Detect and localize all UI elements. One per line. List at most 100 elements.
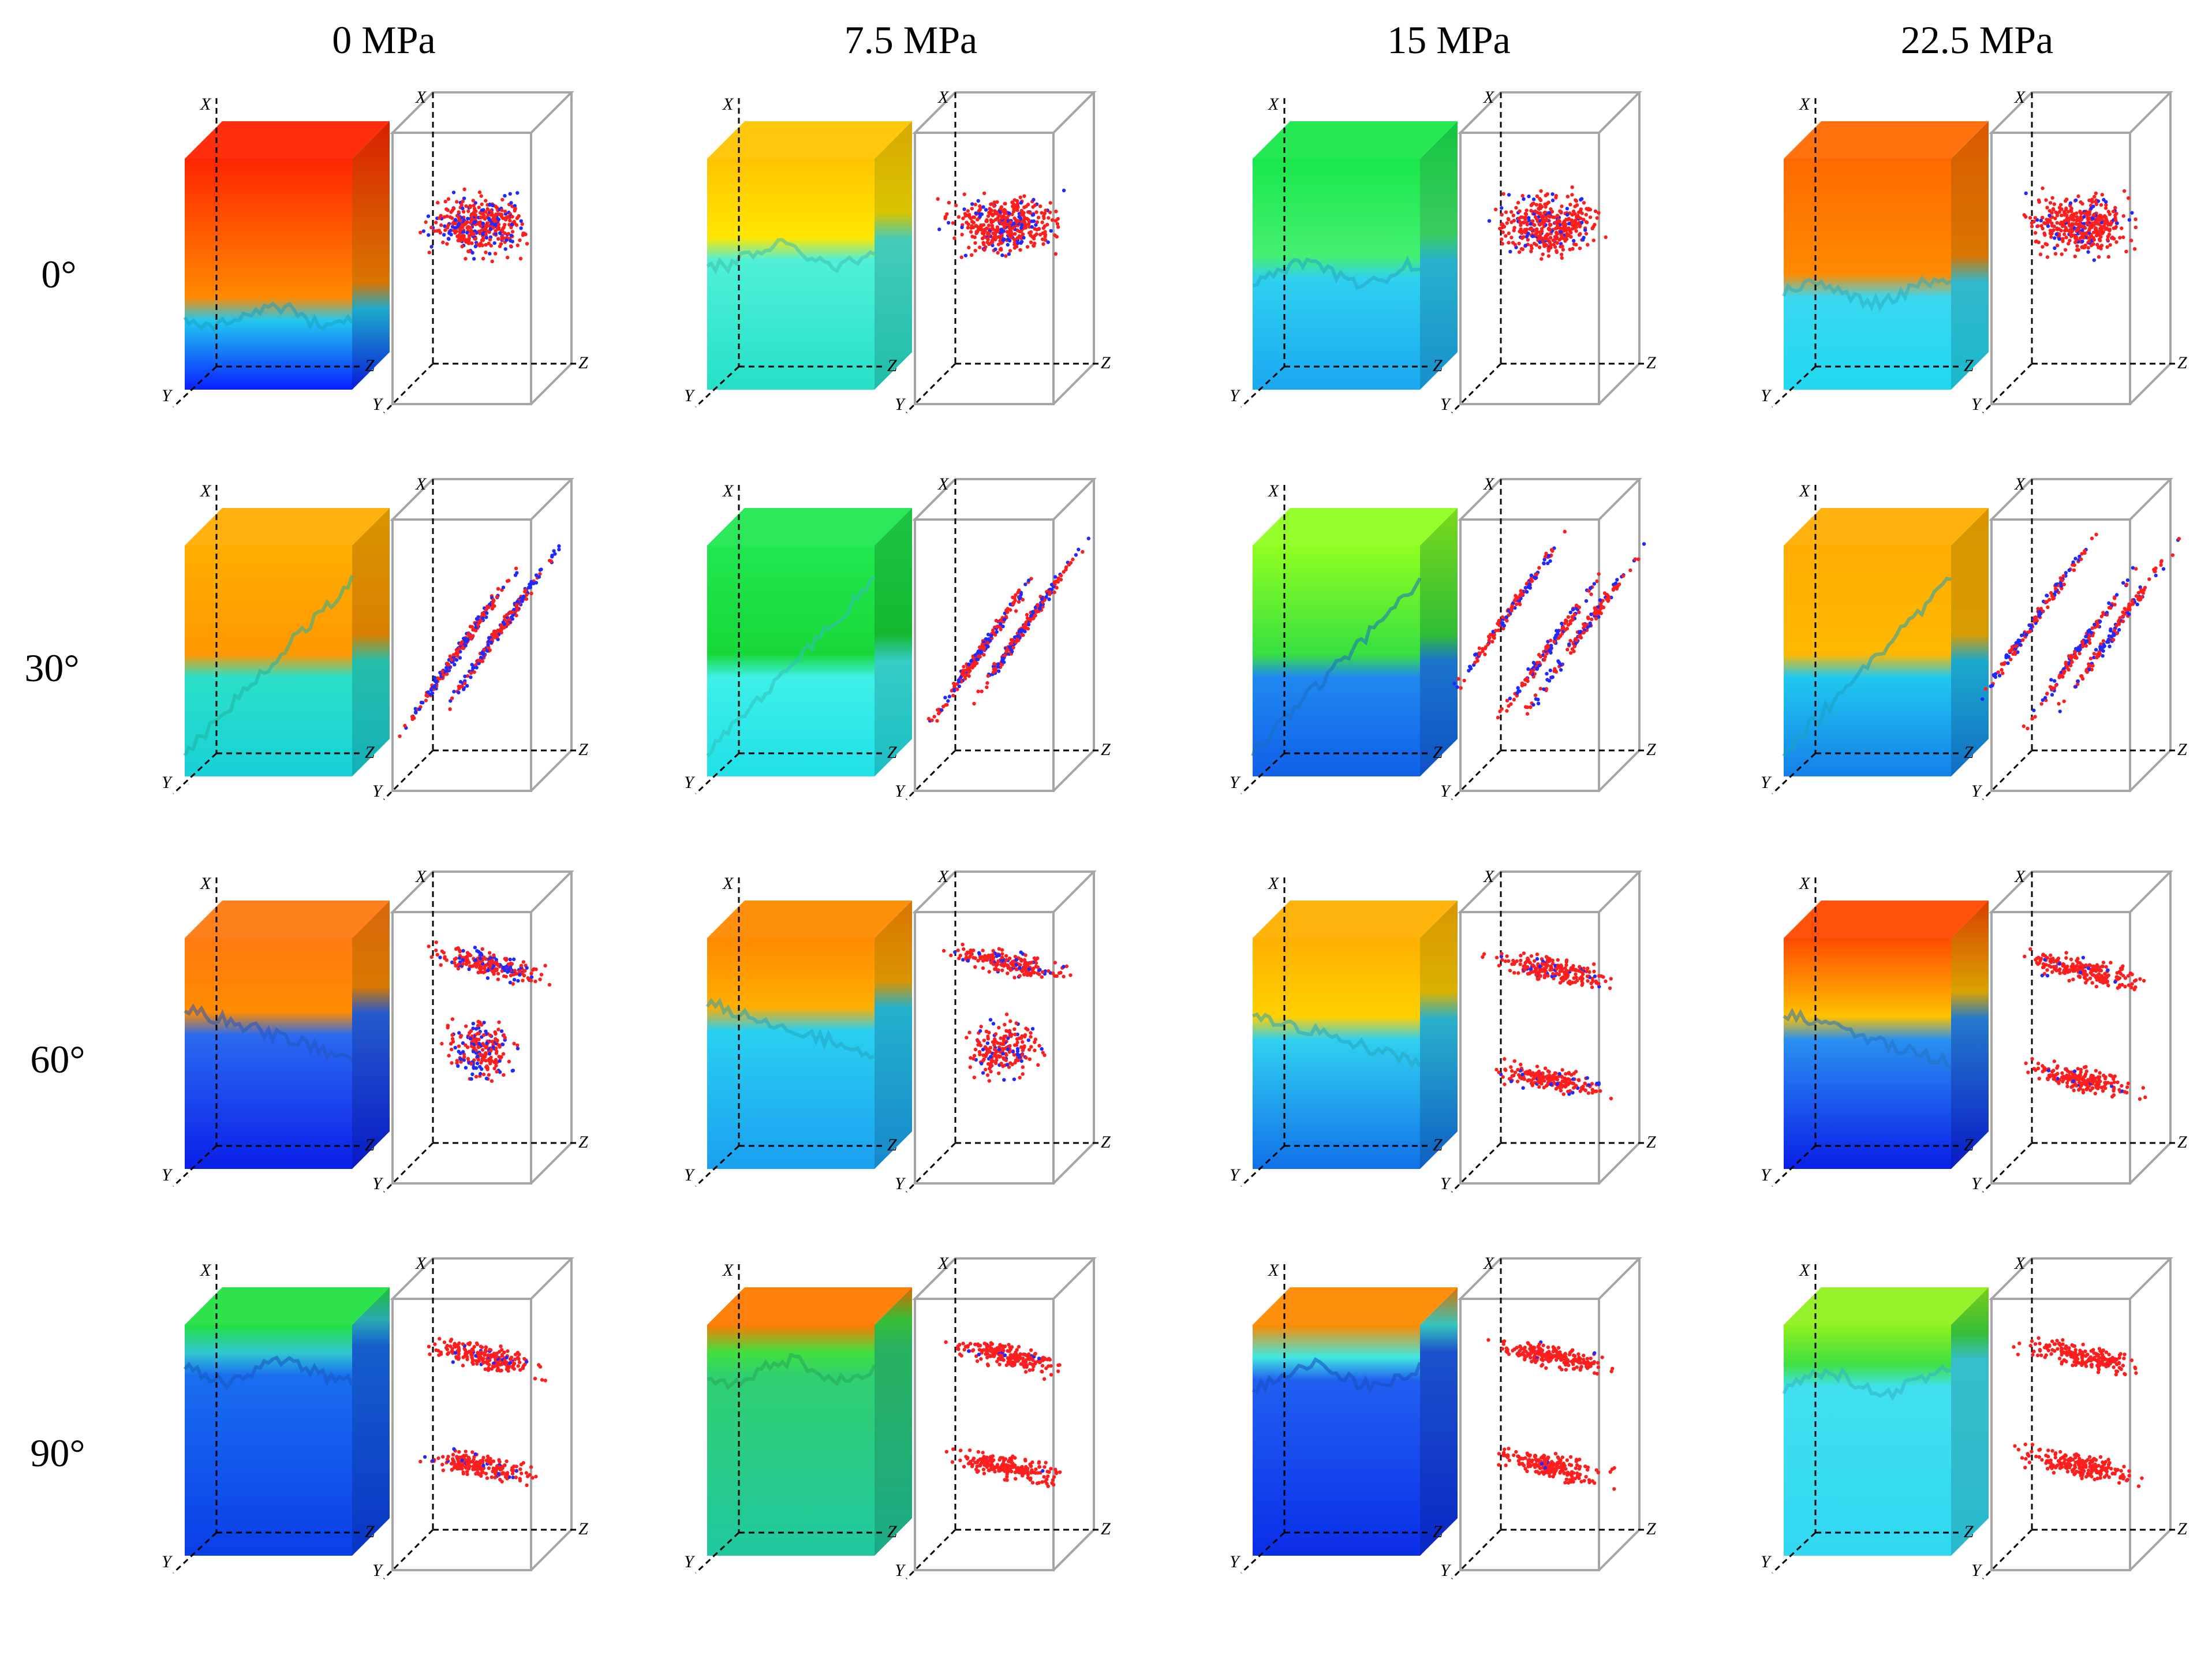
tensile-crack-point (2112, 596, 2117, 600)
box-y-axis-line (383, 363, 434, 414)
tensile-crack-point (1043, 233, 1048, 237)
tensile-crack-point (1018, 1075, 1022, 1080)
tensile-crack-point (2088, 656, 2093, 660)
tensile-crack-point (1500, 951, 1504, 956)
tensile-crack-point (469, 1062, 473, 1066)
column-header-7-5mpa: 7.5 MPa (845, 18, 977, 62)
tensile-crack-point (438, 231, 443, 235)
shear-crack-point (449, 229, 453, 233)
shear-crack-point (1053, 575, 1058, 579)
shear-crack-point (1019, 950, 1023, 954)
shear-crack-point (515, 600, 520, 604)
shear-crack-point (988, 1018, 993, 1022)
tensile-crack-point (996, 212, 1000, 216)
tensile-crack-point (992, 1047, 997, 1052)
shear-crack-point (2125, 578, 2130, 582)
tensile-crack-point (470, 213, 474, 217)
box-y-axis-label: Y (895, 1174, 906, 1193)
tensile-crack-point (999, 1041, 1003, 1046)
tensile-crack-point (1053, 974, 1057, 978)
tensile-crack-point (1033, 1037, 1038, 1041)
shear-crack-point (454, 218, 458, 223)
tensile-crack-point (499, 214, 503, 219)
box-z-axis-label: Z (1101, 740, 1111, 759)
shear-crack-point (485, 1041, 489, 1045)
tensile-crack-point (495, 595, 499, 599)
tensile-crack-point (1564, 1072, 1568, 1076)
tensile-crack-point (2092, 213, 2096, 217)
tensile-crack-point (445, 662, 450, 666)
tensile-crack-point (1530, 227, 1534, 231)
shear-crack-point (500, 1043, 505, 1047)
tensile-crack-point (945, 703, 949, 707)
tensile-crack-point (432, 229, 436, 233)
tensile-crack-point (1596, 982, 1601, 986)
tensile-crack-point (1055, 222, 1060, 226)
tensile-crack-point (519, 963, 524, 968)
tensile-crack-point (996, 251, 1000, 255)
shear-crack-point (1474, 652, 1478, 656)
tensile-crack-point (2061, 224, 2065, 229)
tensile-crack-point (1034, 961, 1038, 965)
tensile-crack-point (1015, 236, 1019, 240)
specimen-front-face (1784, 546, 1951, 776)
tensile-crack-point (1590, 617, 1594, 622)
tensile-crack-point (461, 646, 465, 651)
tensile-crack-point (1555, 250, 1559, 254)
tensile-crack-point (457, 948, 462, 952)
tensile-crack-point (2032, 219, 2036, 224)
tensile-crack-point (1029, 1045, 1033, 1049)
shear-crack-point (996, 669, 1001, 673)
tensile-crack-point (1561, 248, 1565, 252)
tensile-crack-point (1590, 985, 1594, 989)
tensile-crack-point (488, 961, 492, 965)
tensile-crack-point (2065, 228, 2069, 233)
tensile-crack-point (1617, 582, 1621, 586)
tensile-crack-point (1011, 965, 1016, 969)
tensile-crack-point (1545, 244, 1549, 248)
tensile-crack-point (1549, 245, 1553, 249)
tensile-crack-point (1007, 1029, 1012, 1033)
specimen-solid: XZY (1230, 481, 1458, 795)
tensile-crack-point (472, 670, 476, 674)
tensile-crack-point (454, 221, 458, 226)
tensile-crack-point (499, 630, 503, 635)
z-axis-label: Z (1433, 743, 1443, 762)
tensile-crack-point (1053, 219, 1058, 223)
tensile-crack-point (1005, 230, 1010, 234)
tensile-crack-point (2118, 236, 2122, 240)
tensile-crack-point (1566, 615, 1571, 619)
shear-crack-point (2092, 258, 2096, 262)
tensile-crack-point (1545, 963, 1550, 967)
tensile-crack-point (2122, 189, 2127, 193)
tensile-crack-point (970, 952, 974, 957)
tensile-crack-point (468, 205, 472, 210)
tensile-crack-point (1548, 222, 1552, 226)
tensile-crack-point (987, 223, 991, 227)
tensile-crack-point (1023, 1034, 1027, 1038)
shear-crack-point (1598, 598, 1602, 602)
tensile-crack-point (966, 209, 970, 213)
y-axis-label: Y (162, 386, 173, 405)
tensile-crack-point (1055, 586, 1059, 590)
tensile-crack-point (491, 597, 495, 602)
tensile-crack-point (982, 248, 987, 252)
tensile-crack-point (1522, 951, 1526, 955)
tensile-crack-point (1534, 243, 1538, 247)
tensile-crack-point (2055, 211, 2060, 215)
shear-crack-point (1520, 1073, 1525, 1077)
z-axis-label: Z (887, 743, 897, 762)
tensile-crack-point (1505, 221, 1509, 225)
shear-crack-point (2067, 568, 2071, 572)
shear-crack-point (2089, 630, 2094, 635)
shear-crack-point (2135, 602, 2139, 607)
tensile-crack-point (1001, 214, 1006, 218)
tensile-crack-point (2000, 668, 2004, 672)
tensile-crack-point (488, 237, 492, 242)
tensile-crack-point (1010, 233, 1014, 237)
box-y-axis-line (383, 1142, 434, 1193)
tensile-crack-point (1588, 215, 1593, 219)
shear-crack-point (2161, 567, 2166, 571)
